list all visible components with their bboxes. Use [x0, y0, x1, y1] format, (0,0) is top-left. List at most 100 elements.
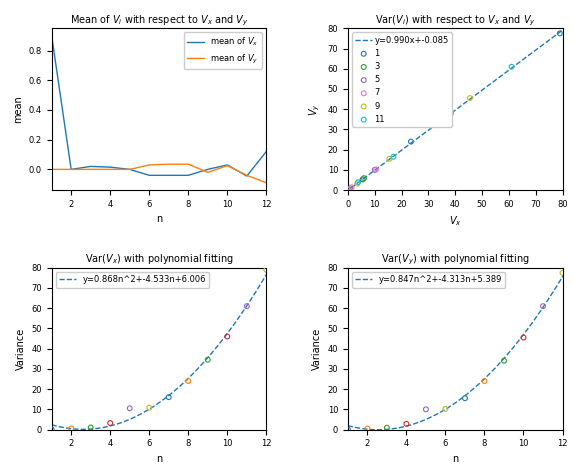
- y=0.868n^2+-4.533n+6.006: [179, 382, 185, 388]
- y=0.847n^2+-4.313n+5.389: [344, 423, 351, 429]
- mean of $V_x$: [87, 164, 94, 169]
- mean of $V_x$: [204, 167, 211, 172]
- Point: [125, 405, 134, 412]
- Point: [145, 404, 154, 412]
- y=0.847n^2+-4.313n+5.389: [374, 427, 381, 432]
- Point: [86, 424, 95, 431]
- mean of $V_y$: [87, 167, 94, 172]
- Point: [343, 186, 352, 194]
- Title: Var($V_y$) with polynomial fitting: Var($V_y$) with polynomial fitting: [381, 253, 530, 267]
- Legend: y=0.990x+-0.085, 1, 3, 5, 7, 9, 11: y=0.990x+-0.085, 1, 3, 5, 7, 9, 11: [352, 33, 452, 127]
- Point: [519, 334, 528, 341]
- y=0.990x+-0.085: [472, 92, 479, 98]
- mean of $V_y$: [263, 180, 270, 185]
- Point: [499, 357, 509, 364]
- mean of $V_x$: [165, 172, 172, 178]
- Point: [359, 174, 369, 182]
- y=0.847n^2+-4.313n+5.389: [529, 319, 536, 325]
- Point: [352, 180, 362, 187]
- Point: [436, 118, 445, 125]
- mean of $V_x$: [263, 149, 270, 154]
- Line: mean of $V_x$: mean of $V_x$: [52, 36, 266, 176]
- Point: [347, 184, 356, 191]
- Point: [47, 426, 56, 433]
- Legend: y=0.868n^2+-4.533n+6.006: y=0.868n^2+-4.533n+6.006: [56, 272, 210, 287]
- Point: [555, 30, 564, 37]
- y=0.990x+-0.085: [476, 89, 483, 94]
- Line: mean of $V_y$: mean of $V_y$: [52, 164, 266, 183]
- Point: [385, 155, 394, 162]
- Point: [358, 176, 367, 183]
- Point: [346, 185, 355, 192]
- y=0.847n^2+-4.313n+5.389: [563, 267, 570, 273]
- mean of $V_y$: [243, 172, 250, 178]
- y=0.847n^2+-4.313n+5.389: [475, 381, 482, 387]
- Point: [421, 405, 430, 413]
- y=0.990x+-0.085: [527, 51, 534, 57]
- y=0.990x+-0.085: [342, 189, 348, 195]
- Point: [435, 118, 444, 126]
- mean of $V_x$: [48, 33, 55, 39]
- y=0.868n^2+-4.533n+6.006: [267, 265, 274, 271]
- Point: [223, 333, 232, 340]
- mean of $V_y$: [185, 161, 192, 167]
- mean of $V_y$: [146, 162, 153, 168]
- mean of $V_y$: [224, 163, 231, 169]
- Point: [106, 419, 115, 427]
- Point: [460, 395, 470, 402]
- X-axis label: n: n: [156, 214, 162, 224]
- y=0.847n^2+-4.313n+5.389: [345, 423, 352, 429]
- Point: [203, 356, 212, 363]
- Point: [406, 138, 416, 145]
- mean of $V_x$: [243, 173, 250, 179]
- Point: [480, 377, 489, 385]
- X-axis label: n: n: [156, 454, 162, 464]
- Point: [370, 166, 379, 174]
- Y-axis label: Variance: Variance: [15, 328, 26, 370]
- Point: [164, 393, 173, 401]
- Point: [538, 303, 548, 310]
- Line: y=0.847n^2+-4.313n+5.389: y=0.847n^2+-4.313n+5.389: [348, 270, 567, 430]
- y=0.847n^2+-4.313n+5.389: [475, 382, 482, 388]
- Y-axis label: mean: mean: [13, 95, 23, 123]
- Point: [507, 63, 516, 70]
- Point: [363, 425, 372, 432]
- Line: y=0.868n^2+-4.533n+6.006: y=0.868n^2+-4.533n+6.006: [52, 268, 270, 430]
- Line: y=0.990x+-0.085: y=0.990x+-0.085: [345, 28, 565, 192]
- mean of $V_x$: [185, 172, 192, 178]
- Point: [441, 405, 450, 413]
- Title: Var($V_x$) with polynomial fitting: Var($V_x$) with polynomial fitting: [84, 252, 234, 266]
- y=0.868n^2+-4.533n+6.006: [233, 318, 240, 324]
- Point: [389, 153, 398, 160]
- y=0.868n^2+-4.533n+6.006: [183, 378, 189, 383]
- Point: [343, 426, 352, 433]
- y=0.990x+-0.085: [473, 92, 480, 97]
- Title: Var($V_i$) with respect to $V_x$ and $V_y$: Var($V_i$) with respect to $V_x$ and $V_…: [375, 13, 536, 27]
- mean of $V_y$: [126, 167, 133, 172]
- mean of $V_y$: [204, 169, 211, 175]
- mean of $V_y$: [48, 167, 55, 172]
- Point: [262, 266, 271, 274]
- mean of $V_y$: [68, 167, 75, 172]
- y=0.868n^2+-4.533n+6.006: [179, 381, 186, 387]
- y=0.990x+-0.085: [541, 41, 548, 46]
- y=0.868n^2+-4.533n+6.006: [80, 427, 87, 432]
- mean of $V_x$: [126, 167, 133, 172]
- Point: [447, 110, 456, 117]
- y=0.990x+-0.085: [343, 189, 350, 194]
- Legend: mean of $V_x$, mean of $V_y$: mean of $V_x$, mean of $V_y$: [184, 33, 262, 69]
- Y-axis label: Variance: Variance: [312, 328, 322, 370]
- y=0.847n^2+-4.313n+5.389: [543, 299, 550, 304]
- y=0.847n^2+-4.313n+5.389: [479, 378, 486, 384]
- Point: [344, 185, 353, 193]
- Legend: y=0.847n^2+-4.313n+5.389: y=0.847n^2+-4.313n+5.389: [352, 272, 506, 287]
- Point: [354, 178, 363, 186]
- mean of $V_y$: [107, 167, 114, 172]
- mean of $V_x$: [224, 162, 231, 168]
- Point: [184, 377, 193, 385]
- mean of $V_x$: [146, 172, 153, 178]
- Point: [382, 424, 391, 431]
- Point: [242, 303, 251, 310]
- Y-axis label: $V_y$: $V_y$: [308, 103, 322, 116]
- y=0.868n^2+-4.533n+6.006: [49, 422, 56, 428]
